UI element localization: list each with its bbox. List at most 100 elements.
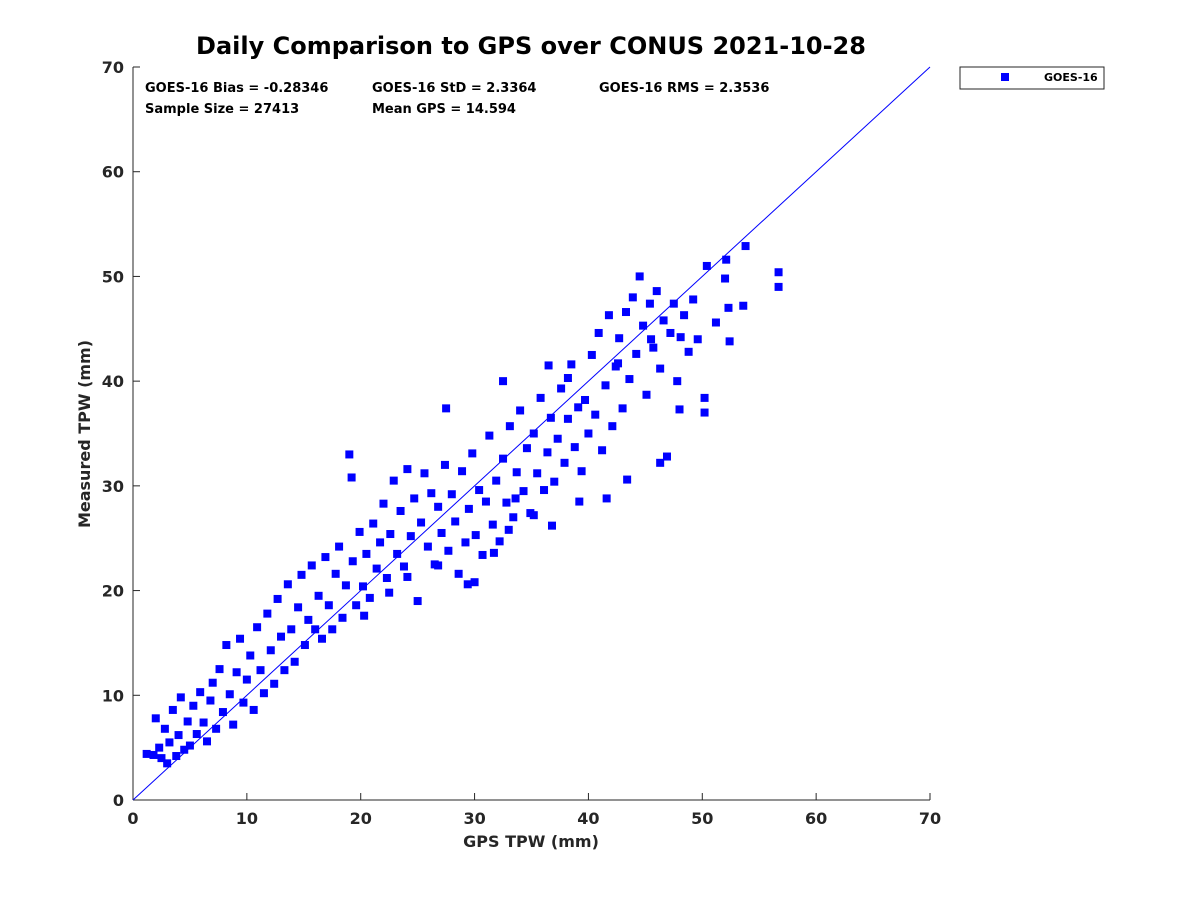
x-tick-label: 10	[236, 809, 258, 828]
data-point	[331, 569, 340, 578]
data-point	[614, 359, 623, 368]
y-tick-label: 70	[102, 58, 124, 77]
data-point	[488, 520, 497, 529]
axis-ticks: 0 10 20 30 40 50 60 70 0 10 20 30 40 50 60 70	[102, 58, 941, 828]
data-point	[645, 299, 654, 308]
data-point	[355, 527, 364, 536]
data-point	[314, 591, 323, 600]
data-point	[560, 458, 569, 467]
data-point	[297, 570, 306, 579]
data-point	[369, 519, 378, 528]
data-point	[533, 469, 542, 478]
y-tick-label: 10	[102, 686, 124, 705]
data-point	[189, 701, 198, 710]
y-tick-label: 30	[102, 477, 124, 496]
data-point	[347, 473, 356, 482]
x-tick-label: 20	[350, 809, 372, 828]
x-tick-label: 0	[127, 809, 138, 828]
data-point	[522, 444, 531, 453]
data-point	[229, 720, 238, 729]
data-point	[447, 490, 456, 499]
data-point	[290, 657, 299, 666]
data-point	[499, 377, 508, 386]
data-point	[481, 497, 490, 506]
stat-mean-gps: Mean GPS = 14.594	[372, 102, 516, 117]
data-point	[365, 593, 374, 602]
data-point	[676, 333, 685, 342]
data-point	[180, 745, 189, 754]
data-point	[563, 414, 572, 423]
stat-bias: GOES-16 Bias = -0.28346	[145, 81, 328, 96]
data-point	[463, 580, 472, 589]
data-point	[659, 316, 668, 325]
data-point	[256, 666, 265, 675]
legend-label: GOES-16	[1044, 71, 1098, 84]
data-point	[372, 564, 381, 573]
data-point	[427, 489, 436, 498]
data-point	[511, 494, 520, 503]
data-point	[563, 374, 572, 383]
x-tick-label: 30	[463, 809, 485, 828]
data-point	[540, 486, 549, 495]
data-point	[495, 537, 504, 546]
data-point	[149, 750, 158, 759]
data-point	[203, 737, 212, 746]
data-point	[468, 449, 477, 458]
data-point	[489, 548, 498, 557]
data-point	[362, 549, 371, 558]
data-point	[625, 375, 634, 384]
data-point	[649, 343, 658, 352]
data-point	[615, 334, 624, 343]
data-point	[403, 465, 412, 474]
data-point	[547, 521, 556, 530]
data-point	[741, 242, 750, 251]
data-point	[570, 443, 579, 452]
data-point	[774, 268, 783, 277]
stat-std: GOES-16 StD = 2.3364	[372, 81, 536, 96]
data-point	[656, 364, 665, 373]
data-point	[287, 625, 296, 634]
data-point	[529, 511, 538, 520]
data-point	[360, 611, 369, 620]
data-point	[172, 752, 181, 761]
data-point	[591, 410, 600, 419]
data-point	[183, 717, 192, 726]
data-point	[393, 549, 402, 558]
y-tick-label: 60	[102, 163, 124, 182]
x-tick-label: 70	[919, 809, 941, 828]
data-point	[601, 381, 610, 390]
data-point	[270, 679, 279, 688]
data-point	[700, 393, 709, 402]
data-point	[529, 429, 538, 438]
data-point	[338, 613, 347, 622]
data-point	[406, 532, 415, 541]
data-point	[656, 458, 665, 467]
data-point	[622, 308, 631, 317]
data-point	[345, 450, 354, 459]
data-point	[721, 274, 730, 283]
y-axis-label: Measured TPW (mm)	[75, 340, 94, 528]
data-point	[273, 594, 282, 603]
data-point	[318, 634, 327, 643]
data-point	[165, 738, 174, 747]
data-point	[440, 460, 449, 469]
reference-line-group	[132, 66, 931, 801]
data-point	[669, 299, 678, 308]
data-point	[543, 448, 552, 457]
data-point	[389, 476, 398, 485]
stat-rms: GOES-16 RMS = 2.3536	[599, 81, 769, 96]
data-point	[725, 337, 734, 346]
data-point	[142, 749, 151, 758]
data-point	[680, 311, 689, 320]
data-point	[437, 528, 446, 537]
data-point	[236, 634, 245, 643]
data-point	[451, 517, 460, 526]
data-point	[382, 574, 391, 583]
plot-area	[132, 67, 930, 801]
data-point	[587, 350, 596, 359]
data-point	[263, 609, 272, 618]
data-point	[464, 504, 473, 513]
data-point	[239, 698, 248, 707]
data-point	[379, 499, 388, 508]
data-point	[266, 646, 275, 655]
